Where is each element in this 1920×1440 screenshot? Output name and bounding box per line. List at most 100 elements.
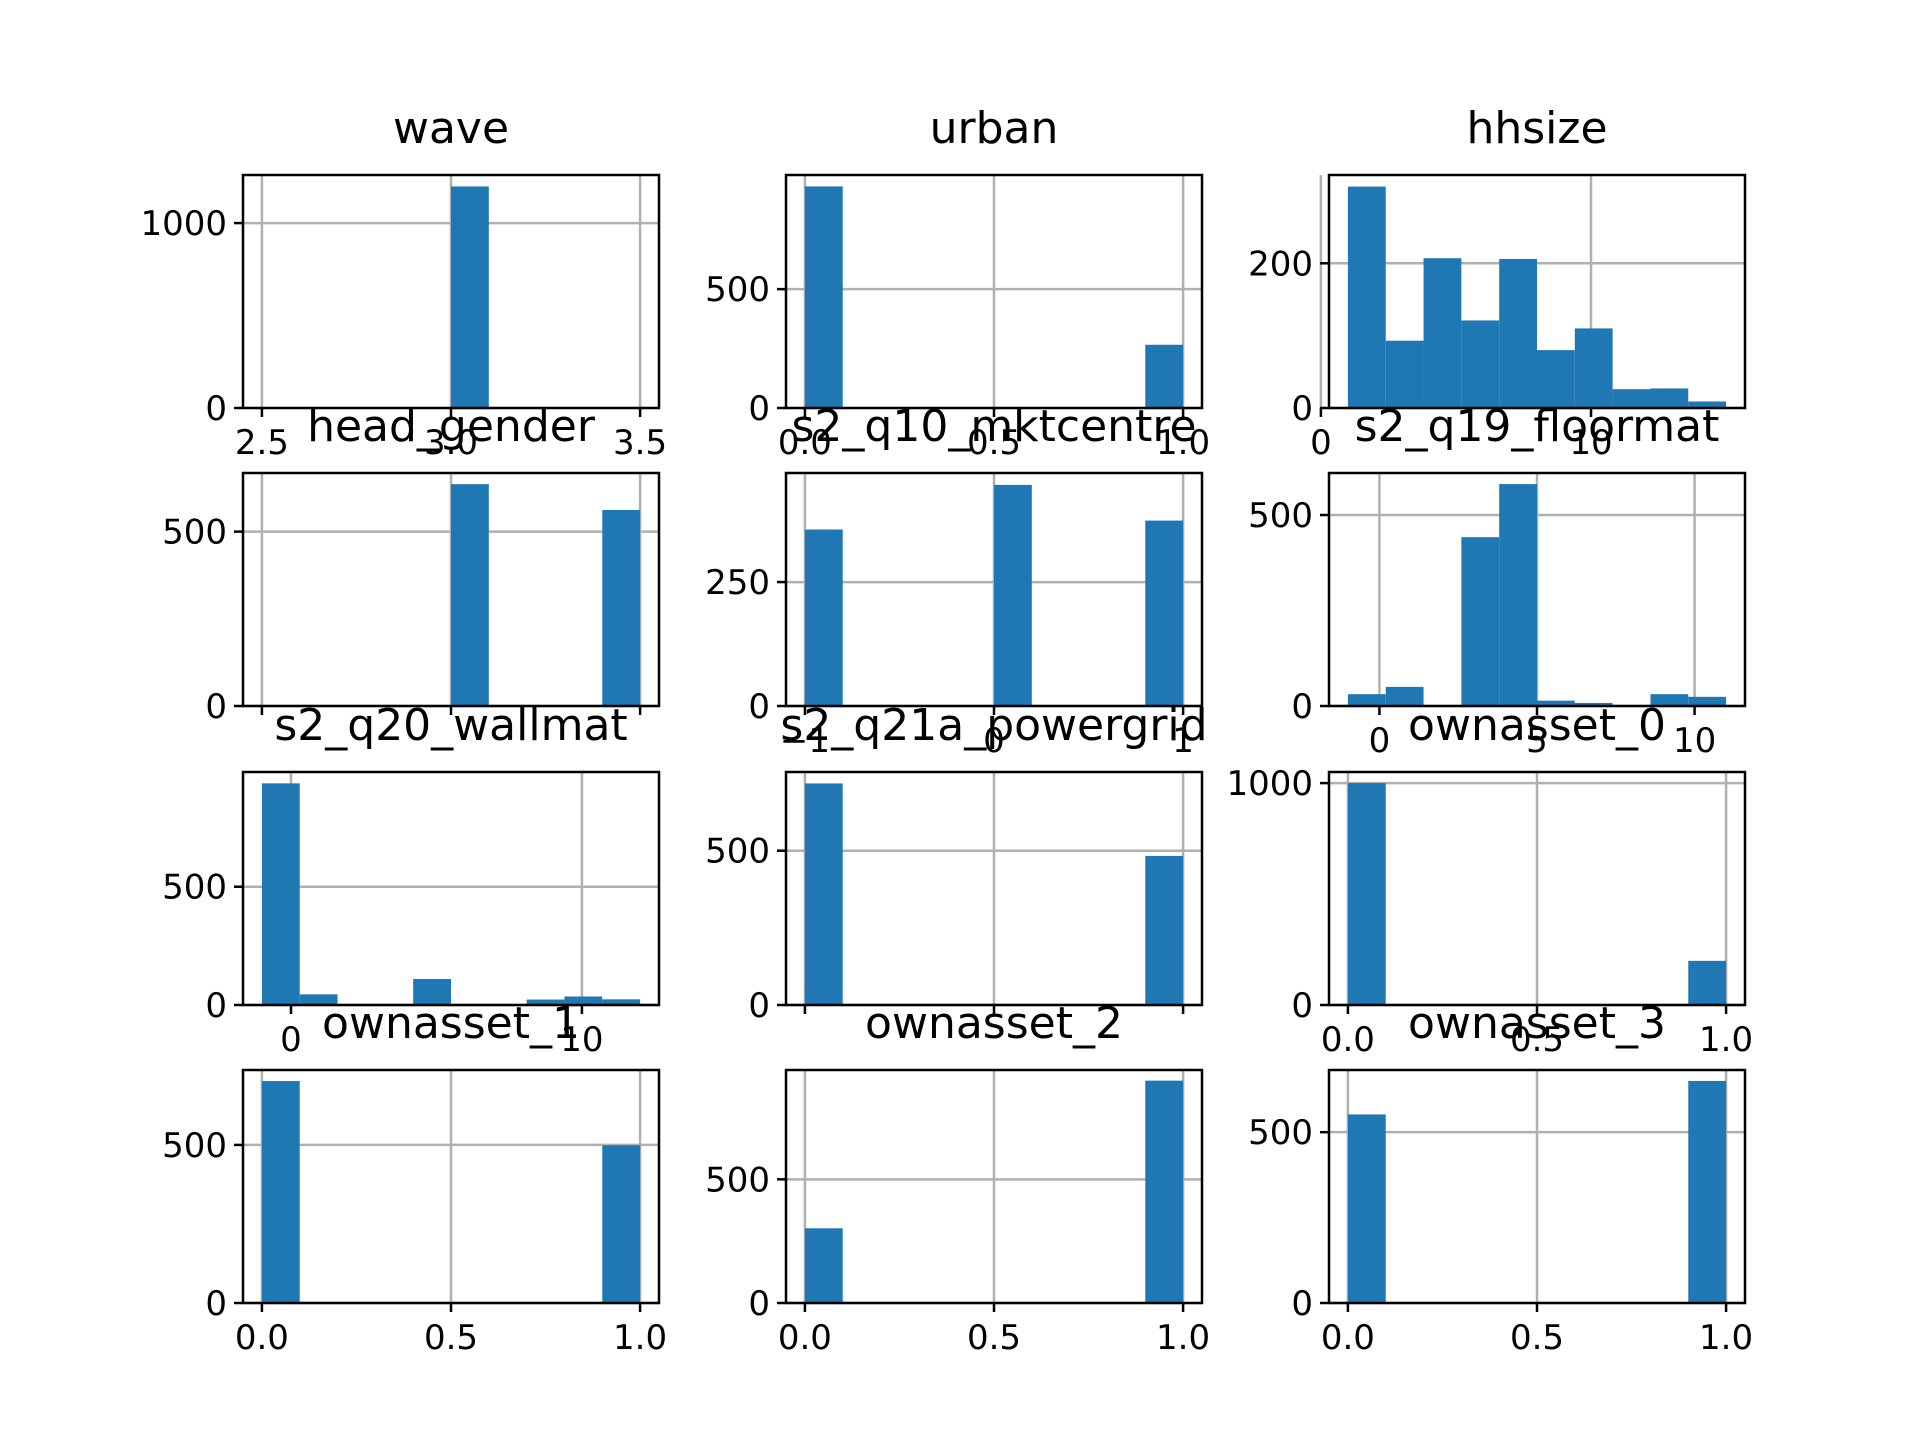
y-tick-label: 500 bbox=[162, 1126, 227, 1166]
x-tick-label: 0 bbox=[983, 721, 1005, 761]
y-tick-label: 500 bbox=[1248, 496, 1313, 536]
histogram-bar bbox=[261, 783, 300, 1005]
histogram-bar bbox=[1688, 696, 1727, 706]
histogram-bar bbox=[1574, 702, 1613, 706]
x-tick-label: 1.0 bbox=[613, 1318, 667, 1358]
histogram-bar bbox=[261, 1081, 300, 1303]
subplot-title: head_gender bbox=[307, 401, 596, 452]
y-tick-label: 1000 bbox=[1226, 764, 1313, 804]
y-tick-label: 500 bbox=[705, 832, 770, 872]
x-tick-label: −1 bbox=[780, 721, 830, 761]
histogram-bar bbox=[1347, 694, 1386, 706]
subplot-s2_q19_floormat: 0 5 10 0 500 s2_q19_floormat bbox=[1248, 401, 1747, 761]
y-tick-label: 0 bbox=[748, 389, 770, 429]
y-tick-label: 0 bbox=[205, 1284, 227, 1324]
histogram-bar bbox=[1145, 520, 1184, 706]
subplot-title: ownasset_0 bbox=[1408, 700, 1666, 751]
x-tick-label: 1.0 bbox=[1699, 1020, 1753, 1060]
subplot-s2_q20_wallmat: 0 10 0 500 s2_q20_wallmat bbox=[162, 700, 661, 1060]
histogram-bar bbox=[602, 999, 641, 1005]
y-tick-label: 0 bbox=[1291, 1284, 1313, 1324]
histogram-bar bbox=[1537, 700, 1575, 706]
histogram-bar bbox=[804, 783, 843, 1005]
x-tick-label: 0.0 bbox=[235, 1318, 289, 1358]
x-tick-label: 0.5 bbox=[1510, 1318, 1564, 1358]
histogram-bar bbox=[1385, 340, 1424, 408]
axes-frame bbox=[1327, 173, 1747, 410]
x-tick-label: 0.0 bbox=[778, 423, 832, 463]
x-tick-label: 1 bbox=[1172, 721, 1194, 761]
histogram-bar bbox=[1574, 328, 1613, 408]
histogram-bar bbox=[1145, 855, 1184, 1005]
histogram-bar bbox=[1688, 1080, 1727, 1303]
y-tick-label: 500 bbox=[705, 1160, 770, 1200]
histogram-bar bbox=[451, 186, 489, 408]
y-tick-label: 500 bbox=[1248, 1113, 1313, 1153]
subplot-head_gender: 0 500 head_gender bbox=[162, 401, 661, 727]
histogram-bar bbox=[1650, 388, 1689, 408]
subplot-title: wave bbox=[393, 103, 509, 154]
y-tick-label: 0 bbox=[1291, 986, 1313, 1026]
axes-frame bbox=[241, 770, 661, 1007]
histogram-bar bbox=[1688, 401, 1727, 408]
histogram-bar bbox=[1499, 258, 1537, 408]
histogram-bar bbox=[451, 484, 489, 706]
histogram-bar bbox=[804, 529, 843, 706]
histogram-bar bbox=[1612, 389, 1651, 408]
histogram-bar bbox=[804, 1228, 843, 1303]
x-tick-label: 0 bbox=[1310, 423, 1332, 463]
x-tick-label: 1.0 bbox=[1156, 1318, 1210, 1358]
x-tick-label: 10 bbox=[560, 1020, 603, 1060]
histogram-bar bbox=[1650, 694, 1689, 706]
x-tick-label: 3.0 bbox=[424, 423, 478, 463]
x-tick-label: 0.5 bbox=[967, 423, 1021, 463]
y-tick-label: 0 bbox=[748, 687, 770, 727]
histogram-bar bbox=[1423, 258, 1462, 408]
histogram-bar bbox=[564, 996, 603, 1005]
subplot-s2_q21a_powergrid: 0 500 s2_q21a_powergrid bbox=[705, 700, 1208, 1026]
y-tick-label: 0 bbox=[748, 986, 770, 1026]
x-tick-label: 0.0 bbox=[778, 1318, 832, 1358]
x-tick-label: 2.5 bbox=[235, 423, 289, 463]
subplot-title: ownasset_1 bbox=[322, 998, 580, 1049]
histogram-bar bbox=[1461, 320, 1500, 408]
histogram-bar bbox=[1145, 344, 1184, 408]
x-tick-label: 0.5 bbox=[967, 1318, 1021, 1358]
histogram-bar bbox=[602, 1145, 641, 1303]
subplot-title: s2_q19_floormat bbox=[1355, 401, 1720, 452]
x-tick-label: 0 bbox=[280, 1020, 302, 1060]
x-tick-label: 10 bbox=[1673, 721, 1716, 761]
histogram-bar bbox=[1347, 1114, 1386, 1303]
histogram-bar bbox=[526, 999, 565, 1005]
histogram-bar bbox=[602, 509, 641, 706]
histogram-bar bbox=[994, 484, 1032, 706]
y-tick-label: 500 bbox=[705, 270, 770, 310]
histogram-bar bbox=[1385, 686, 1424, 706]
histogram-bar bbox=[804, 186, 843, 408]
x-tick-label: 1.0 bbox=[1156, 423, 1210, 463]
subplot-ownasset_3: 0.0 0.5 1.0 0 500 ownasset_3 bbox=[1248, 998, 1753, 1358]
histogram-bar bbox=[1461, 537, 1500, 706]
x-tick-label: 0.0 bbox=[1321, 1318, 1375, 1358]
histogram-bar bbox=[299, 994, 338, 1005]
subplot-urban: 0.0 0.5 1.0 0 500 urban bbox=[705, 103, 1210, 463]
histogram-bar bbox=[1537, 350, 1575, 408]
x-tick-label: 5 bbox=[1526, 721, 1548, 761]
histogram-bar bbox=[1499, 484, 1537, 706]
subplot-wave: 2.5 3.0 3.5 0 1000 wave bbox=[140, 103, 667, 463]
x-tick-label: 1.0 bbox=[1699, 1318, 1753, 1358]
subplot-ownasset_1: 0.0 0.5 1.0 0 500 ownasset_1 bbox=[162, 998, 667, 1358]
x-tick-label: 0.0 bbox=[1321, 1020, 1375, 1060]
x-tick-label: 0.5 bbox=[424, 1318, 478, 1358]
subplot-title: ownasset_2 bbox=[865, 998, 1123, 1049]
y-tick-label: 200 bbox=[1248, 244, 1313, 284]
y-tick-label: 0 bbox=[1291, 389, 1313, 429]
x-tick-label: 0.5 bbox=[1510, 1020, 1564, 1060]
subplot-title: hhsize bbox=[1466, 103, 1607, 154]
y-tick-label: 500 bbox=[162, 868, 227, 908]
x-tick-label: 0 bbox=[1369, 721, 1391, 761]
